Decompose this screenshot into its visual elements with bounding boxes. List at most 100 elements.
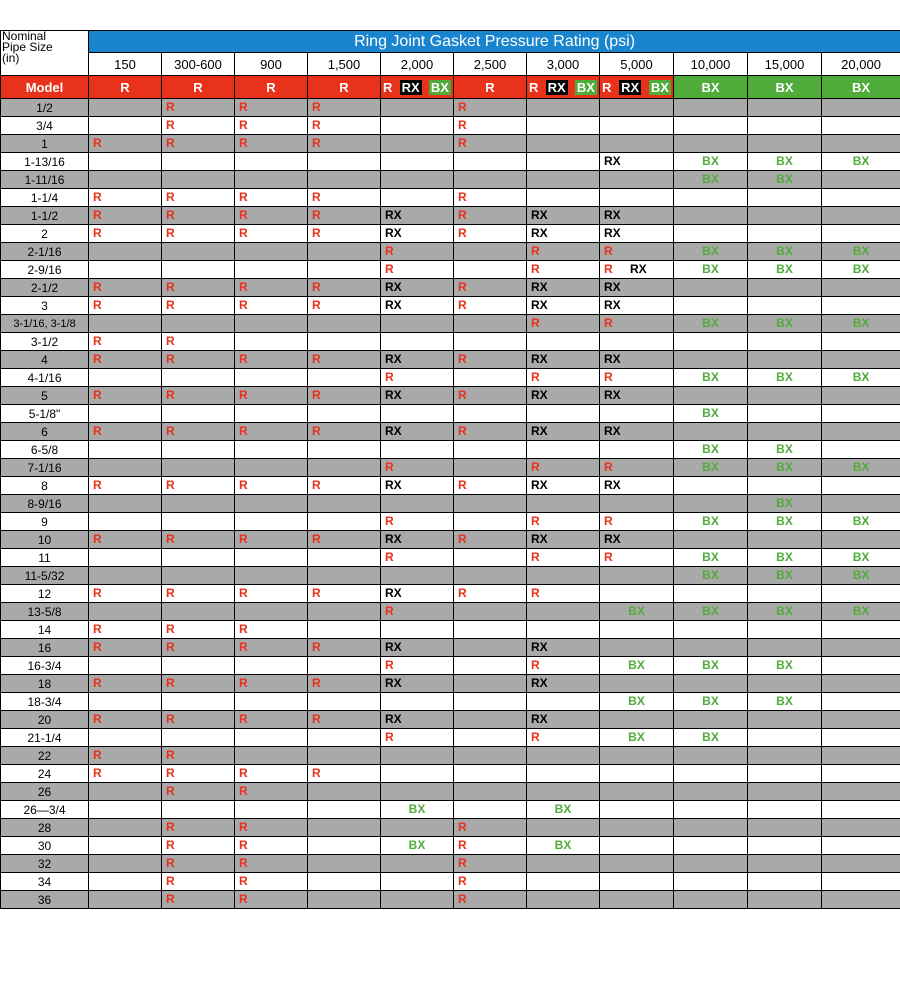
- size-label: Nominal Pipe Size (in): [2, 30, 53, 65]
- rating-cell: R: [380, 368, 454, 387]
- pipe-size-cell: 3: [0, 296, 89, 315]
- rating-cell: [747, 134, 822, 153]
- rating-cell: BX: [673, 260, 748, 279]
- gasket-type-r: R: [93, 676, 102, 690]
- rating-cell: R: [453, 206, 527, 225]
- model-label: Model: [0, 75, 89, 99]
- rating-cell: R: [161, 782, 235, 801]
- rating-cell: R: [307, 386, 381, 405]
- rating-cell: [234, 692, 308, 711]
- rating-cell: R: [380, 260, 454, 279]
- pipe-size-cell: 20: [0, 710, 89, 729]
- gasket-type-rx: RX: [531, 352, 548, 366]
- rating-cell: [526, 890, 600, 909]
- gasket-type-bx: BX: [702, 244, 719, 258]
- table-row: 7-1/16 R R R BX BX BX: [0, 458, 900, 477]
- rating-cell: [820, 638, 900, 657]
- gasket-type-r: R: [166, 118, 175, 132]
- rating-cell: [747, 530, 822, 549]
- gasket-type-bx: BX: [702, 550, 719, 564]
- rating-cell: R: [88, 620, 162, 639]
- table-row: 22 R R: [0, 746, 900, 765]
- rating-cell: [820, 782, 900, 801]
- rating-cell: [747, 404, 822, 423]
- rating-cell: [820, 224, 900, 243]
- rating-cell: [307, 440, 381, 459]
- rating-cell: BX: [599, 602, 674, 621]
- gasket-type-r: R: [531, 244, 540, 258]
- model-chip-bx: BX: [428, 79, 451, 95]
- rating-cell: R: [380, 512, 454, 531]
- rating-cell: R: [88, 638, 162, 657]
- gasket-type-r: R: [166, 190, 175, 204]
- rating-header-row: 150 300-600 900 1,500 2,000 2,500 3,000 5,000 10…: [1, 52, 900, 76]
- gasket-type-r: R: [604, 262, 613, 276]
- gasket-type-rx: RX: [385, 208, 402, 222]
- rating-cell: [234, 368, 308, 387]
- rating-cell: [453, 620, 527, 639]
- gasket-type-r: R: [93, 352, 102, 366]
- rating-cell: [526, 854, 600, 873]
- rating-cell: [526, 170, 600, 189]
- rating-cell: [161, 728, 235, 747]
- pipe-size-cell: 2-1/16: [0, 242, 89, 261]
- rating-cell: [88, 494, 162, 513]
- rating-cell: [526, 188, 600, 207]
- table-row: 2 R R R R RX R RX RX: [0, 224, 900, 243]
- rating-cell: BX: [747, 314, 822, 333]
- rating-cell: [307, 800, 381, 819]
- rating-cell: R: [161, 206, 235, 225]
- rating-cell: [599, 710, 674, 729]
- rating-header-4: 2,000: [380, 52, 454, 76]
- rating-cell: [526, 818, 600, 837]
- table-row: 14 R R R: [0, 620, 900, 639]
- table-row: 6 R R R R RX R RX RX: [0, 422, 900, 441]
- rating-cell: [380, 116, 454, 135]
- gasket-type-rx: RX: [531, 712, 548, 726]
- gasket-type-rx: RX: [604, 208, 621, 222]
- rating-cell: [88, 170, 162, 189]
- rating-cell: R: [599, 368, 674, 387]
- rating-cell: [820, 692, 900, 711]
- gasket-type-r: R: [166, 820, 175, 834]
- model-chip-r: R: [529, 79, 539, 95]
- pipe-size-cell: 13-5/8: [0, 602, 89, 621]
- rating-cell: [380, 134, 454, 153]
- model-cell-5: R: [453, 75, 527, 99]
- rating-cell: R: [88, 350, 162, 369]
- rating-cell: R: [234, 422, 308, 441]
- rating-cell: R: [234, 188, 308, 207]
- rating-cell: R: [161, 278, 235, 297]
- rating-cell: [673, 710, 748, 729]
- gasket-type-r: R: [166, 532, 175, 546]
- gasket-type-r: R: [93, 208, 102, 222]
- rating-cell: [307, 818, 381, 837]
- gasket-type-r: R: [93, 622, 102, 636]
- rating-cell: R: [161, 746, 235, 765]
- rating-cell: [747, 638, 822, 657]
- gasket-type-r: R: [312, 118, 321, 132]
- rating-cell: BX: [673, 458, 748, 477]
- rating-cell: [820, 332, 900, 351]
- table-row: 1-1/4 R R R R R: [0, 188, 900, 207]
- rating-cell: R: [453, 386, 527, 405]
- gasket-type-rx: RX: [531, 676, 548, 690]
- gasket-type-rx: RX: [604, 298, 621, 312]
- rating-cell: [747, 224, 822, 243]
- rating-cell: BX: [820, 602, 900, 621]
- rating-cell: [307, 548, 381, 567]
- gasket-type-r: R: [239, 712, 248, 726]
- rating-cell: [747, 710, 822, 729]
- rating-cell: [673, 620, 748, 639]
- rating-cell: [673, 674, 748, 693]
- gasket-type-r: R: [239, 352, 248, 366]
- rating-cell: R: [234, 296, 308, 315]
- gasket-type-r: R: [93, 748, 102, 762]
- rating-cell: R: [380, 602, 454, 621]
- rating-cell: BX: [673, 368, 748, 387]
- rating-cell: R: [234, 638, 308, 657]
- model-cell-8: BX: [673, 75, 748, 99]
- rating-cell: [88, 512, 162, 531]
- rating-cell: R: [307, 98, 381, 117]
- gasket-type-r: R: [166, 208, 175, 222]
